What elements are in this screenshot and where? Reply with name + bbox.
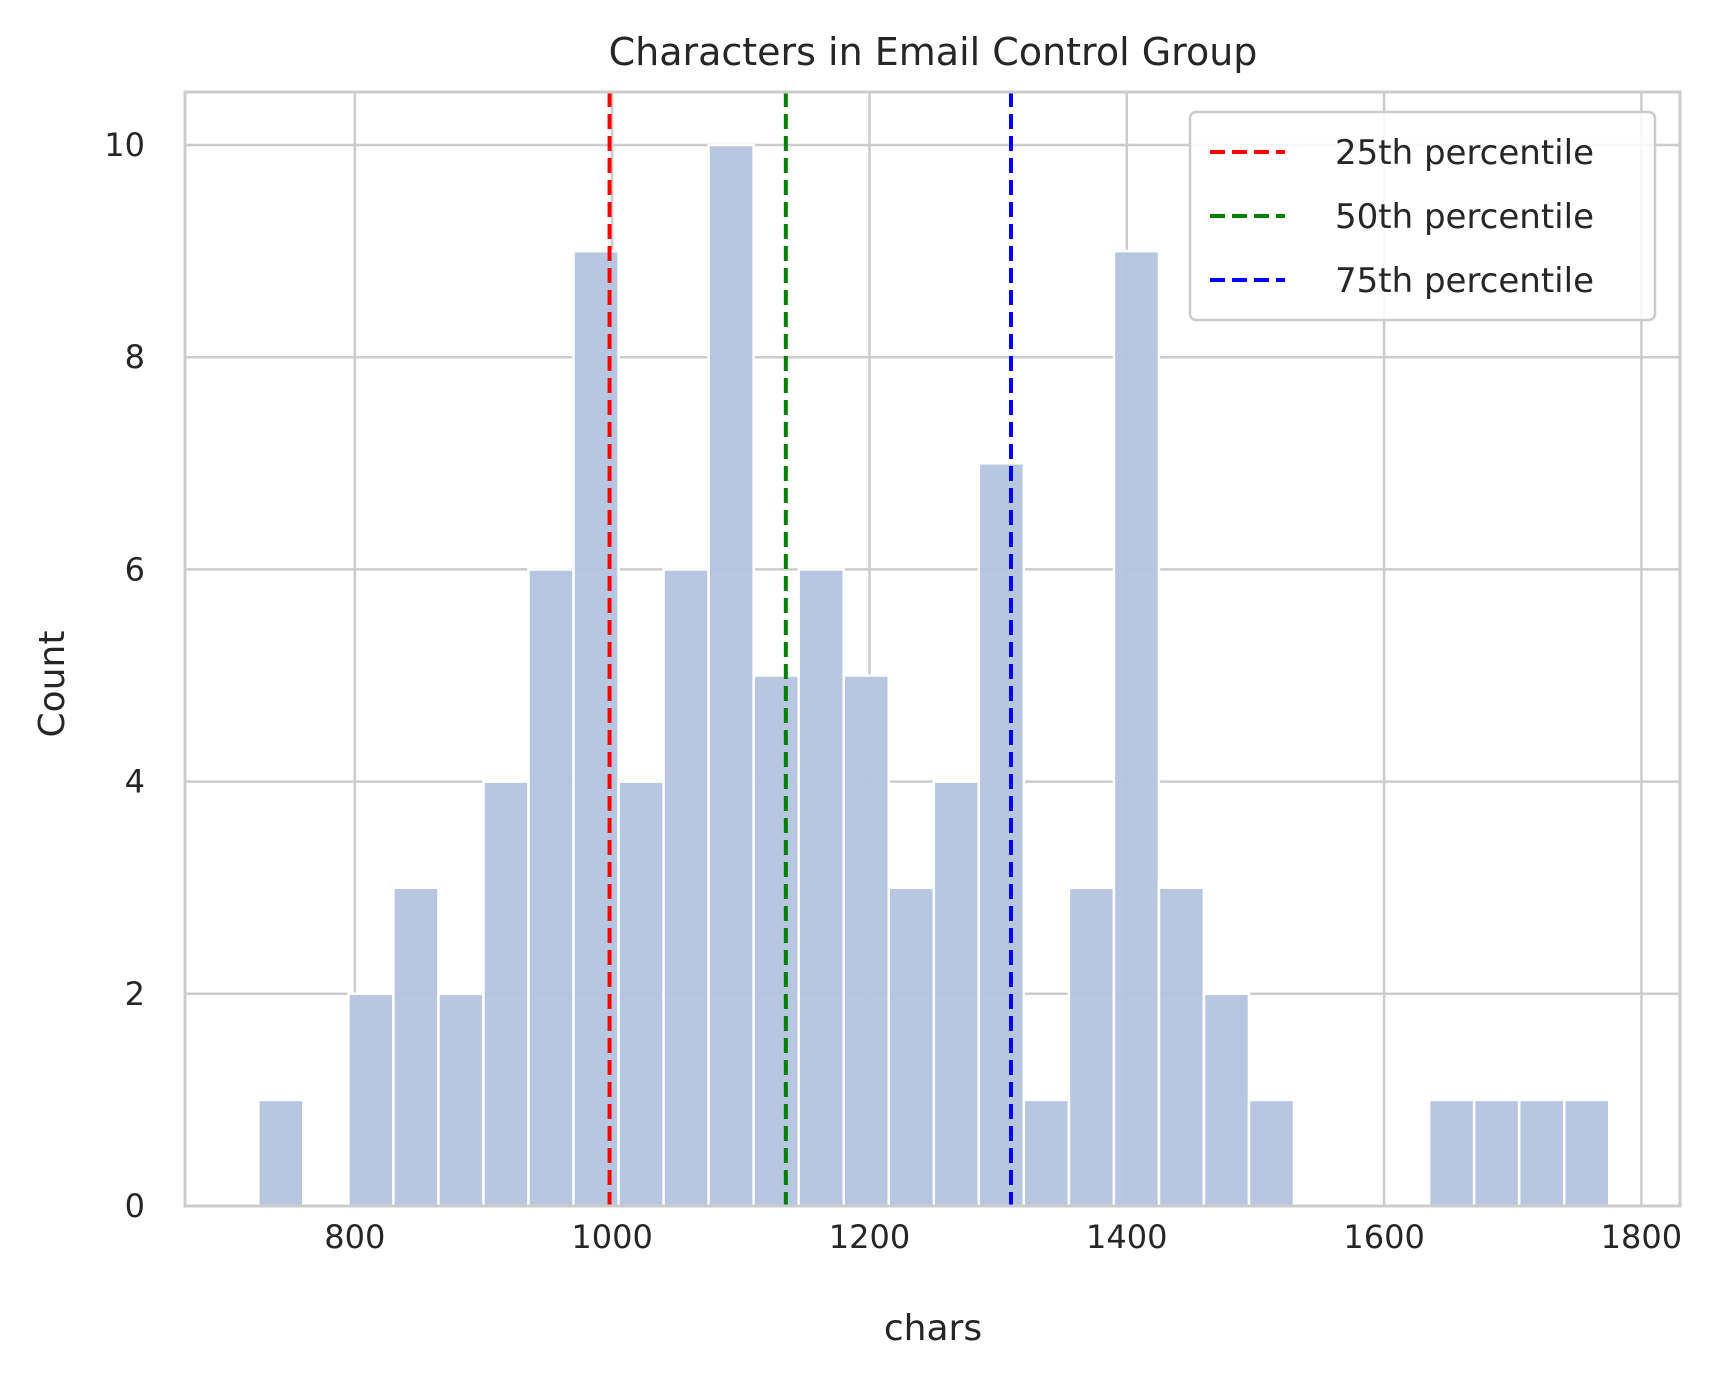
y-tick-label: 0 bbox=[125, 1187, 145, 1225]
legend-box bbox=[1188, 110, 1657, 322]
histogram-bar bbox=[932, 780, 981, 1208]
y-tick-label: 6 bbox=[125, 550, 145, 588]
x-tick-label: 1800 bbox=[1601, 1218, 1682, 1256]
histogram-bar bbox=[572, 249, 620, 1208]
axes-frame bbox=[183, 90, 1682, 1208]
legend-label: 50th percentile bbox=[1335, 197, 1594, 237]
histogram-bar bbox=[977, 462, 1026, 1208]
histogram-bar bbox=[1157, 886, 1206, 1208]
y-tick-label: 10 bbox=[104, 126, 145, 164]
legend: 25th percentile 50th percentile 75th perce… bbox=[1188, 110, 1657, 322]
histogram-bar bbox=[347, 992, 395, 1208]
histogram-bar bbox=[887, 886, 936, 1208]
histogram-bar bbox=[527, 568, 575, 1208]
x-axis-label: chars bbox=[884, 1308, 982, 1349]
histogram-bar bbox=[257, 1098, 305, 1208]
histogram-bar bbox=[392, 886, 440, 1208]
histogram-bar bbox=[797, 568, 845, 1208]
legend-label: 75th percentile bbox=[1335, 261, 1594, 301]
histogram-bar bbox=[482, 780, 530, 1208]
histogram-bar bbox=[1247, 1098, 1296, 1208]
histogram-bar bbox=[1202, 992, 1251, 1208]
histogram-bar bbox=[1067, 886, 1116, 1208]
histogram-bar bbox=[1427, 1098, 1476, 1208]
histogram-bar bbox=[1112, 249, 1161, 1208]
x-tick-label: 1400 bbox=[1086, 1218, 1167, 1256]
histogram-bar bbox=[662, 568, 710, 1208]
x-tick-label: 1600 bbox=[1343, 1218, 1424, 1256]
legend-label: 25th percentile bbox=[1335, 133, 1594, 173]
histogram-bar bbox=[842, 674, 891, 1208]
histogram-bar bbox=[752, 674, 800, 1208]
y-tick-label: 2 bbox=[125, 975, 145, 1013]
histogram-bar bbox=[1562, 1098, 1611, 1208]
x-tick-label: 1200 bbox=[829, 1218, 910, 1256]
chart-title: Characters in Email Control Group bbox=[609, 30, 1258, 74]
histogram-bar bbox=[1022, 1098, 1071, 1208]
plot-area: 800 1000 1200 1400 1600 1800 0 2 4 6 8 10 bbox=[104, 90, 1682, 1256]
histogram-bar bbox=[707, 143, 755, 1208]
x-tick-label: 800 bbox=[324, 1218, 385, 1256]
histogram-bar bbox=[1472, 1098, 1521, 1208]
histogram-bar bbox=[1517, 1098, 1566, 1208]
y-axis-label: Count bbox=[32, 631, 73, 738]
y-tick-label: 8 bbox=[125, 338, 145, 376]
histogram-bar bbox=[617, 780, 665, 1208]
x-tick-label: 1000 bbox=[571, 1218, 652, 1256]
y-tick-label: 4 bbox=[125, 763, 145, 801]
histogram-bar bbox=[437, 992, 485, 1208]
